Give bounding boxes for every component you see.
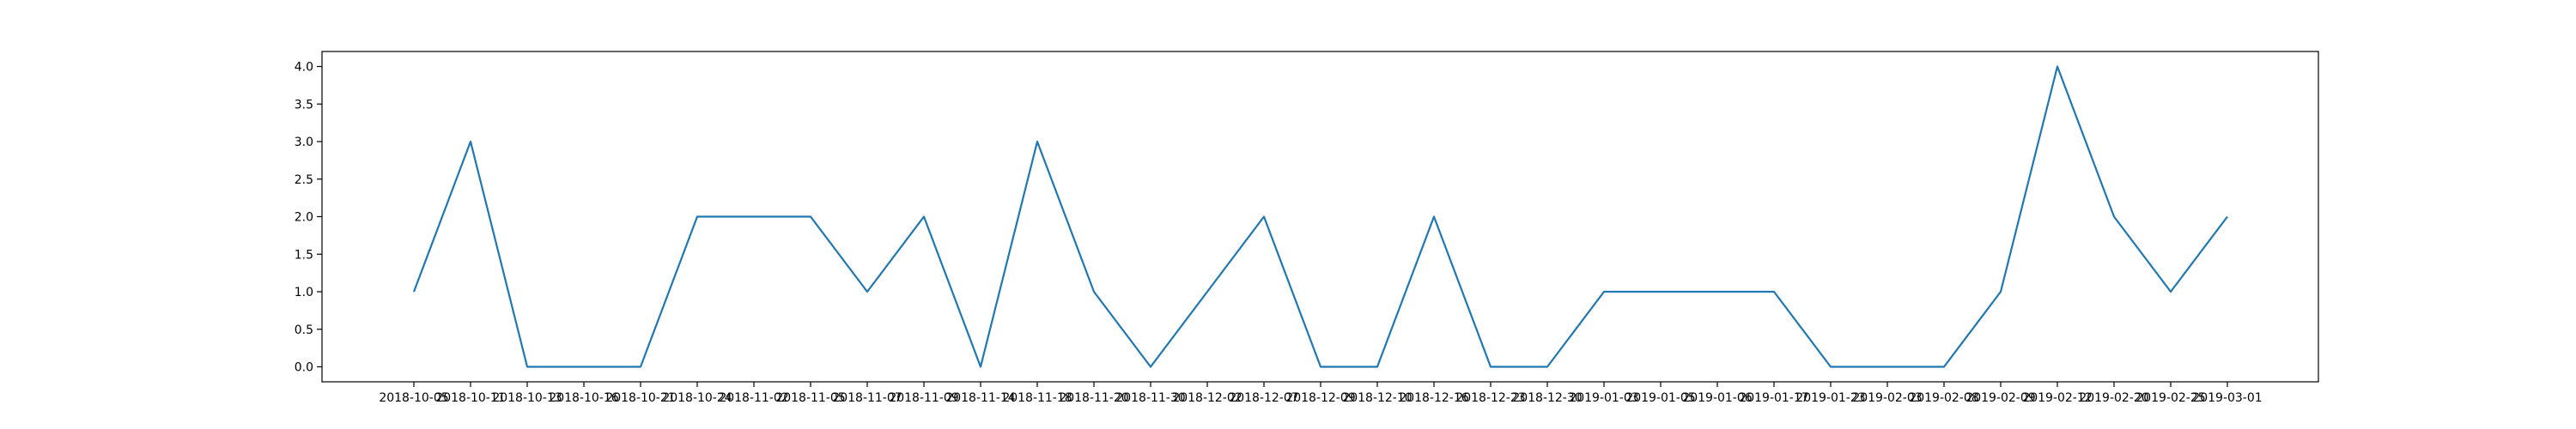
x-tick-label: 2019-02-12 xyxy=(2022,391,2092,405)
x-tick-label: 2018-10-13 xyxy=(492,391,562,405)
y-tick-label: 2.0 xyxy=(295,211,313,225)
x-tick-label: 2018-11-18 xyxy=(1002,391,1072,405)
x-tick-label: 2018-12-23 xyxy=(1455,391,1525,405)
x-tick-label: 2018-10-11 xyxy=(435,391,505,405)
y-tick-label: 3.0 xyxy=(295,136,313,149)
x-tick-label: 2019-01-17 xyxy=(1739,391,1808,405)
x-tick-label: 2019-02-08 xyxy=(1909,391,1978,405)
x-tick-label: 2018-12-02 xyxy=(1172,391,1242,405)
x-tick-label: 2018-11-30 xyxy=(1115,391,1185,405)
x-tick-label: 2018-11-09 xyxy=(889,391,958,405)
x-tick-label: 2019-01-05 xyxy=(1625,391,1695,405)
x-tick-label: 2019-02-20 xyxy=(2079,391,2148,405)
x-tick-label: 2018-10-16 xyxy=(549,391,618,405)
x-tick-label: 2018-10-05 xyxy=(379,391,448,405)
x-tick-label: 2018-12-30 xyxy=(1512,391,1582,405)
y-tick-label: 1.0 xyxy=(295,286,313,299)
x-tick-label: 2019-01-23 xyxy=(1795,391,1865,405)
x-tick-label: 2018-10-21 xyxy=(605,391,675,405)
y-tick-label: 2.5 xyxy=(295,173,313,187)
x-tick-label: 2018-12-16 xyxy=(1399,391,1468,405)
x-axis: 2018-10-052018-10-112018-10-132018-10-16… xyxy=(379,382,2263,405)
x-tick-label: 2018-11-20 xyxy=(1059,391,1128,405)
series-line xyxy=(412,65,2228,368)
x-tick-label: 2018-11-14 xyxy=(945,391,1015,405)
x-tick-label: 2018-10-24 xyxy=(662,391,732,405)
series-layer xyxy=(412,65,2228,368)
y-tick-label: 4.0 xyxy=(295,61,313,75)
x-tick-label: 2019-02-25 xyxy=(2136,391,2205,405)
y-tick-label: 3.5 xyxy=(295,98,313,112)
x-tick-label: 2019-01-03 xyxy=(1569,391,1638,405)
x-tick-label: 2018-12-07 xyxy=(1229,391,1298,405)
y-axis: 0.0 0.5 1.0 1.5 2.0 2.5 3.0 3.5 4.0 xyxy=(295,61,322,375)
x-tick-label: 2019-02-09 xyxy=(1965,391,2035,405)
x-tick-label: 2018-12-09 xyxy=(1285,391,1355,405)
x-tick-label: 2018-12-10 xyxy=(1342,391,1412,405)
x-tick-label: 2019-02-03 xyxy=(1852,391,1922,405)
x-tick-label: 2019-03-01 xyxy=(2192,391,2262,405)
y-tick-label: 0.0 xyxy=(295,361,313,375)
x-tick-label: 2018-11-07 xyxy=(832,391,902,405)
x-tick-label: 2018-11-02 xyxy=(719,391,788,405)
y-tick-label: 0.5 xyxy=(295,323,313,337)
x-tick-label: 2019-01-06 xyxy=(1682,391,1752,405)
x-tick-label: 2018-11-05 xyxy=(775,391,845,405)
y-tick-label: 1.5 xyxy=(295,248,313,262)
